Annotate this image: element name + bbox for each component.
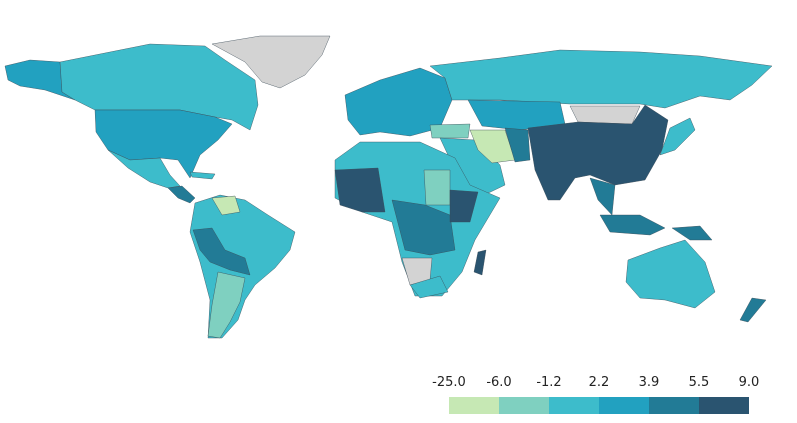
- country: [625, 239, 716, 309]
- legend-label: -1.2: [536, 375, 561, 390]
- country: [334, 167, 386, 213]
- legend-label: 3.9: [639, 375, 660, 390]
- legend-swatch: [649, 397, 699, 414]
- legend-label: -6.0: [486, 375, 511, 390]
- country: [599, 214, 666, 236]
- country: [423, 169, 451, 206]
- country: [429, 49, 773, 109]
- country: [504, 127, 531, 163]
- country: [207, 271, 246, 339]
- legend-swatch: [549, 397, 599, 414]
- legend-swatch: [599, 397, 649, 414]
- legend-label: 9.0: [739, 375, 760, 390]
- legend: -25.0 -6.0 -1.2 2.2 3.9 5.5 9.0: [432, 375, 759, 414]
- country: [167, 185, 196, 204]
- country: [211, 35, 331, 89]
- world-map: [4, 35, 773, 339]
- legend-swatch: [499, 397, 549, 414]
- legend-label: 5.5: [689, 375, 710, 390]
- country: [192, 227, 251, 276]
- legend-label: -25.0: [432, 375, 466, 390]
- country: [391, 199, 456, 256]
- country: [189, 171, 216, 180]
- country: [449, 189, 479, 223]
- country: [569, 105, 641, 125]
- country: [671, 225, 713, 241]
- country: [429, 123, 471, 139]
- country: [469, 129, 516, 164]
- country: [409, 275, 449, 299]
- country: [59, 43, 259, 131]
- country: [527, 104, 669, 201]
- country: [107, 149, 181, 189]
- country: [211, 195, 241, 216]
- legend-label: 2.2: [589, 375, 610, 390]
- country: [739, 297, 767, 323]
- legend-swatch: [699, 397, 749, 414]
- country: [473, 249, 487, 276]
- country: [659, 117, 696, 156]
- legend-swatch: [449, 397, 499, 414]
